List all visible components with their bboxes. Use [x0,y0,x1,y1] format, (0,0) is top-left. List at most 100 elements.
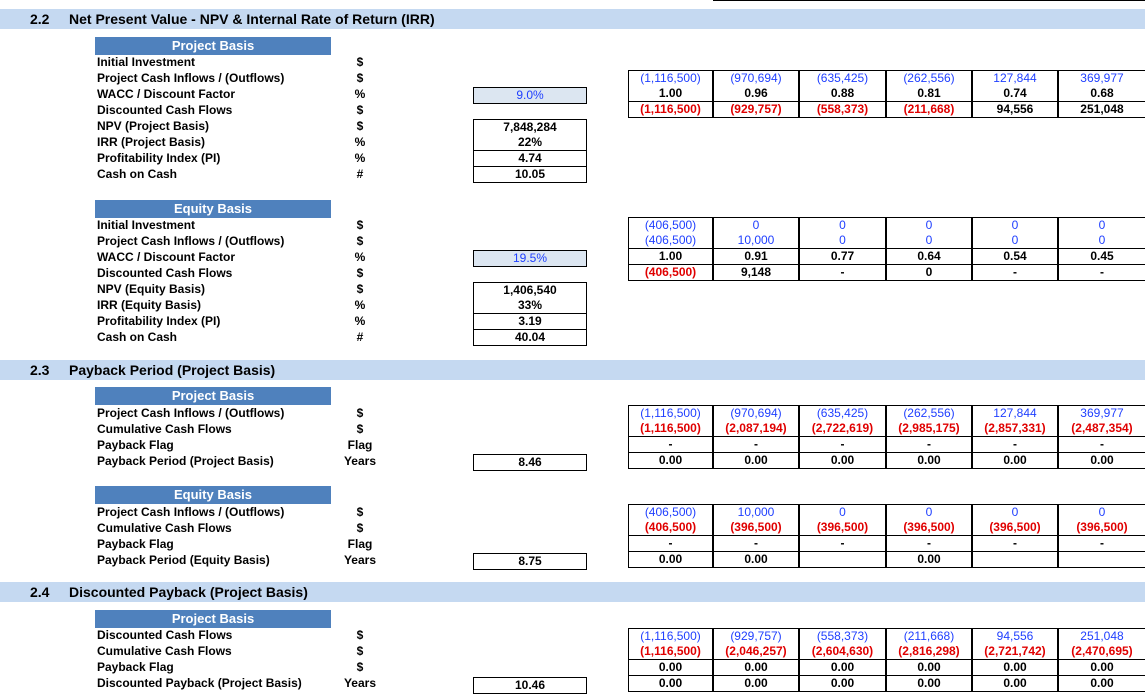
period-cell[interactable]: 0.64 [886,249,972,265]
period-cell[interactable]: 0.00 [628,453,713,469]
period-cell[interactable]: 1.00 [628,86,713,102]
period-cell[interactable]: 0.00 [713,552,799,568]
period-cell[interactable]: (2,470,695) [1058,644,1145,660]
period-cell[interactable]: 0.00 [886,660,972,676]
period-cell[interactable]: 0.74 [972,86,1058,102]
period-cell[interactable]: 0.77 [799,249,886,265]
period-cell[interactable]: - [972,536,1058,552]
period-cell[interactable]: 0.00 [713,676,799,692]
period-cell[interactable]: 0.00 [713,453,799,469]
period-cell[interactable]: 0.68 [1058,86,1145,102]
period-cell[interactable]: (2,087,194) [713,421,799,437]
period-cell[interactable]: 0.00 [628,660,713,676]
period-cell[interactable]: 0.00 [628,552,713,568]
period-cell[interactable]: (1,116,500) [628,70,713,87]
period-cell[interactable]: 0.54 [972,249,1058,265]
period-cell[interactable]: (2,816,298) [886,644,972,660]
period-cell[interactable]: (2,604,630) [799,644,886,660]
wacc-input[interactable]: 9.0% [473,87,587,104]
period-cell[interactable]: (2,046,257) [713,644,799,660]
period-cell[interactable]: (929,757) [713,102,799,118]
period-cell[interactable]: 0 [886,504,972,521]
period-cell[interactable]: (970,694) [713,70,799,87]
period-cell[interactable]: 0.00 [1058,453,1145,469]
period-cell[interactable]: 251,048 [1058,102,1145,118]
period-cell[interactable]: (635,425) [799,405,886,422]
period-cell[interactable]: 127,844 [972,70,1058,87]
period-cell[interactable]: (406,500) [628,233,713,249]
period-cell[interactable]: 0.00 [1058,660,1145,676]
period-cell[interactable]: 0 [799,504,886,521]
period-cell[interactable]: (396,500) [886,520,972,536]
period-cell[interactable] [799,552,886,568]
period-cell[interactable]: 0 [713,217,799,234]
period-cell[interactable]: 0.91 [713,249,799,265]
period-cell[interactable]: 369,977 [1058,70,1145,87]
period-cell[interactable]: (929,757) [713,628,799,645]
period-cell[interactable]: 10,000 [713,504,799,521]
period-cell[interactable]: - [628,437,713,453]
period-cell[interactable]: 0 [972,233,1058,249]
period-cell[interactable]: - [972,265,1058,281]
period-cell[interactable]: - [1058,536,1145,552]
period-cell[interactable]: 0.00 [886,552,972,568]
period-cell[interactable]: - [799,265,886,281]
wacc-equity-input[interactable]: 19.5% [473,250,587,267]
period-cell[interactable]: 10,000 [713,233,799,249]
period-cell[interactable]: - [886,437,972,453]
period-cell[interactable]: 0 [886,265,972,281]
period-cell[interactable] [972,552,1058,568]
period-cell[interactable]: (1,116,500) [628,405,713,422]
period-cell[interactable]: 0 [886,233,972,249]
period-cell[interactable]: (262,556) [886,70,972,87]
period-cell[interactable]: 0 [972,217,1058,234]
period-cell[interactable]: (2,985,175) [886,421,972,437]
period-cell[interactable]: 0.00 [799,453,886,469]
period-cell[interactable]: (2,487,354) [1058,421,1145,437]
period-cell[interactable]: 251,048 [1058,628,1145,645]
period-cell[interactable]: (1,116,500) [628,644,713,660]
period-cell[interactable]: 0.45 [1058,249,1145,265]
period-cell[interactable]: - [799,536,886,552]
period-cell[interactable]: 0 [972,504,1058,521]
period-cell[interactable]: 0.81 [886,86,972,102]
period-cell[interactable]: 0 [1058,233,1145,249]
period-cell[interactable] [1058,552,1145,568]
period-cell[interactable]: - [1058,265,1145,281]
period-cell[interactable]: (396,500) [799,520,886,536]
period-cell[interactable]: 0 [799,217,886,234]
period-cell[interactable]: - [799,437,886,453]
period-cell[interactable]: 0.00 [972,453,1058,469]
period-cell[interactable]: (2,722,619) [799,421,886,437]
period-cell[interactable]: (262,556) [886,405,972,422]
period-cell[interactable]: - [713,536,799,552]
period-cell[interactable]: 0.00 [799,660,886,676]
period-cell[interactable]: (396,500) [972,520,1058,536]
period-cell[interactable]: 127,844 [972,405,1058,422]
period-cell[interactable]: (406,500) [628,217,713,234]
period-cell[interactable]: 0.88 [799,86,886,102]
period-cell[interactable]: (635,425) [799,70,886,87]
period-cell[interactable]: - [972,437,1058,453]
period-cell[interactable]: (211,668) [886,628,972,645]
period-cell[interactable]: 0 [886,217,972,234]
period-cell[interactable]: 0 [1058,504,1145,521]
period-cell[interactable]: (970,694) [713,405,799,422]
period-cell[interactable]: (211,668) [886,102,972,118]
period-cell[interactable]: 1.00 [628,249,713,265]
period-cell[interactable]: (396,500) [1058,520,1145,536]
period-cell[interactable]: - [1058,437,1145,453]
period-cell[interactable]: (1,116,500) [628,421,713,437]
period-cell[interactable]: (406,500) [628,265,713,281]
period-cell[interactable]: 0.96 [713,86,799,102]
period-cell[interactable]: (1,116,500) [628,628,713,645]
period-cell[interactable]: 0.00 [972,660,1058,676]
period-cell[interactable]: 9,148 [713,265,799,281]
period-cell[interactable]: 94,556 [972,628,1058,645]
period-cell[interactable]: 0.00 [886,453,972,469]
period-cell[interactable]: 0 [799,233,886,249]
period-cell[interactable]: 0.00 [713,660,799,676]
period-cell[interactable]: (2,857,331) [972,421,1058,437]
period-cell[interactable]: (406,500) [628,520,713,536]
period-cell[interactable]: 0 [1058,217,1145,234]
